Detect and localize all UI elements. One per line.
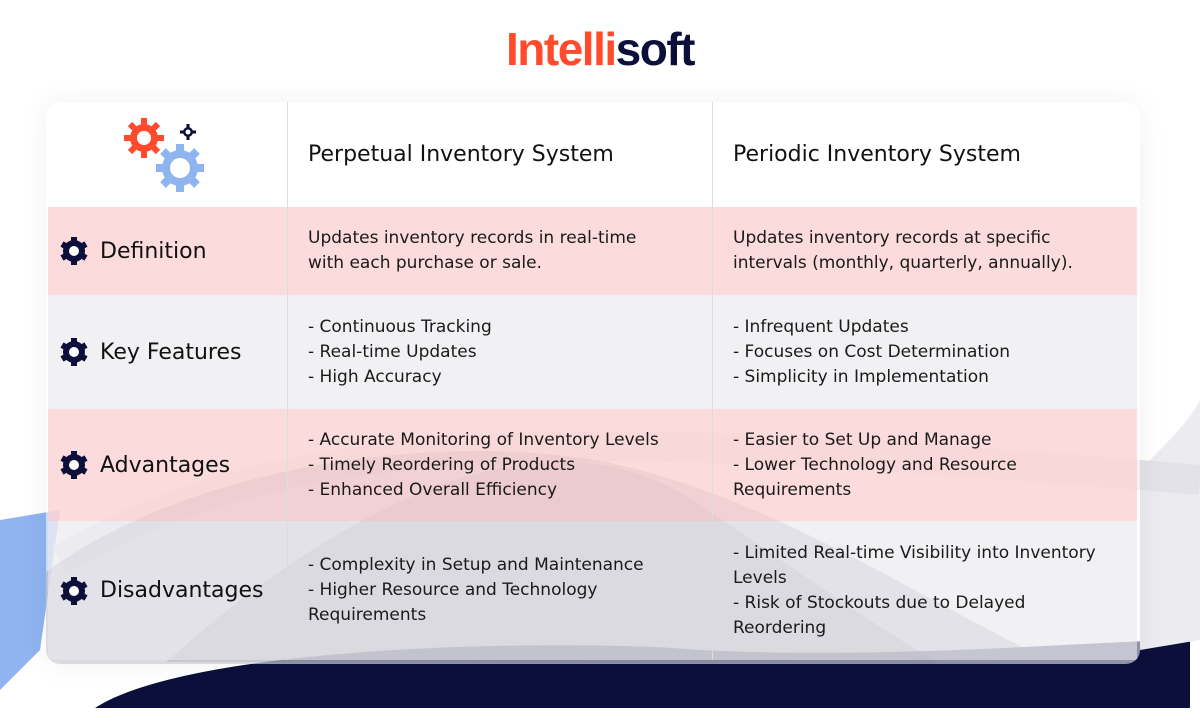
gear-icon <box>60 237 88 265</box>
cell-line: - Enhanced Overall Efficiency <box>308 479 558 500</box>
cell-line: - Focuses on Cost Determination <box>733 341 1010 362</box>
gear-icon <box>60 576 88 605</box>
perpetual-cell: Updates inventory records in real-time w… <box>287 207 712 295</box>
table-row: Disadvantages - Complexity in Setup and M… <box>48 521 1137 660</box>
periodic-cell: Updates inventory records at specific in… <box>712 207 1137 295</box>
table-row: Definition Updates inventory records in r… <box>48 207 1137 295</box>
table-row: Key Features - Continuous Tracking - Real-… <box>48 295 1137 409</box>
header-row: Perpetual Inventory System Periodic Inve… <box>48 102 1137 207</box>
cell-line: - Higher Resource and Technology Require… <box>308 580 598 625</box>
cell-line: - High Accuracy <box>308 366 442 387</box>
gears-icon <box>124 118 204 192</box>
cell-line: - Infrequent Updates <box>733 316 909 337</box>
perpetual-cell: - Accurate Monitoring of Inventory Level… <box>287 409 712 521</box>
cell-line: - Easier to Set Up and Manage <box>733 429 992 450</box>
cell-line: - Continuous Tracking <box>308 316 492 337</box>
cell-line: - Real-time Updates <box>308 341 477 362</box>
cell-line: Updates inventory records at specific in… <box>733 228 1073 273</box>
cell-line: - Timely Reordering of Products <box>308 454 576 475</box>
cell-line: - Simplicity in Implementation <box>733 366 989 387</box>
row-label-text: Key Features <box>100 339 242 365</box>
row-label: Advantages <box>48 409 287 521</box>
comparison-table: Perpetual Inventory System Periodic Inve… <box>46 102 1140 664</box>
row-label-text: Advantages <box>100 452 231 478</box>
periodic-cell: - Limited Real-time Visibility into Inve… <box>712 521 1137 660</box>
table-row: Advantages - Accurate Monitoring of Inven… <box>48 409 1137 521</box>
row-label: Definition <box>48 207 287 295</box>
row-label: Disadvantages <box>48 521 287 660</box>
row-label: Key Features <box>48 295 287 409</box>
column-header-periodic: Periodic Inventory System <box>712 102 1137 207</box>
cell-line: - Limited Real-time Visibility into Inve… <box>733 542 1096 588</box>
gear-icon <box>60 451 88 479</box>
row-label-text: Disadvantages <box>100 578 264 603</box>
periodic-cell: - Infrequent Updates - Focuses on Cost De… <box>712 295 1137 409</box>
cell-line: - Lower Technology and Resource Requirem… <box>733 454 1017 500</box>
cell-line: - Accurate Monitoring of Inventory Level… <box>308 429 659 450</box>
cell-line: - Complexity in Setup and Maintenance <box>308 555 644 575</box>
intellisoft-logo: Intellisoft <box>506 23 695 75</box>
cell-line: Updates inventory records in real-time w… <box>308 228 637 273</box>
periodic-cell: - Easier to Set Up and Manage - Lower Tec… <box>712 409 1137 521</box>
gear-icon <box>60 338 88 366</box>
row-label-text: Definition <box>100 238 207 264</box>
cell-line: - Risk of Stockouts due to Delayed Reord… <box>733 592 1026 638</box>
perpetual-cell: - Continuous Tracking - Real-time Updates… <box>287 295 712 409</box>
column-header-perpetual: Perpetual Inventory System <box>287 102 712 207</box>
perpetual-cell: - Complexity in Setup and Maintenance - H… <box>287 521 712 660</box>
